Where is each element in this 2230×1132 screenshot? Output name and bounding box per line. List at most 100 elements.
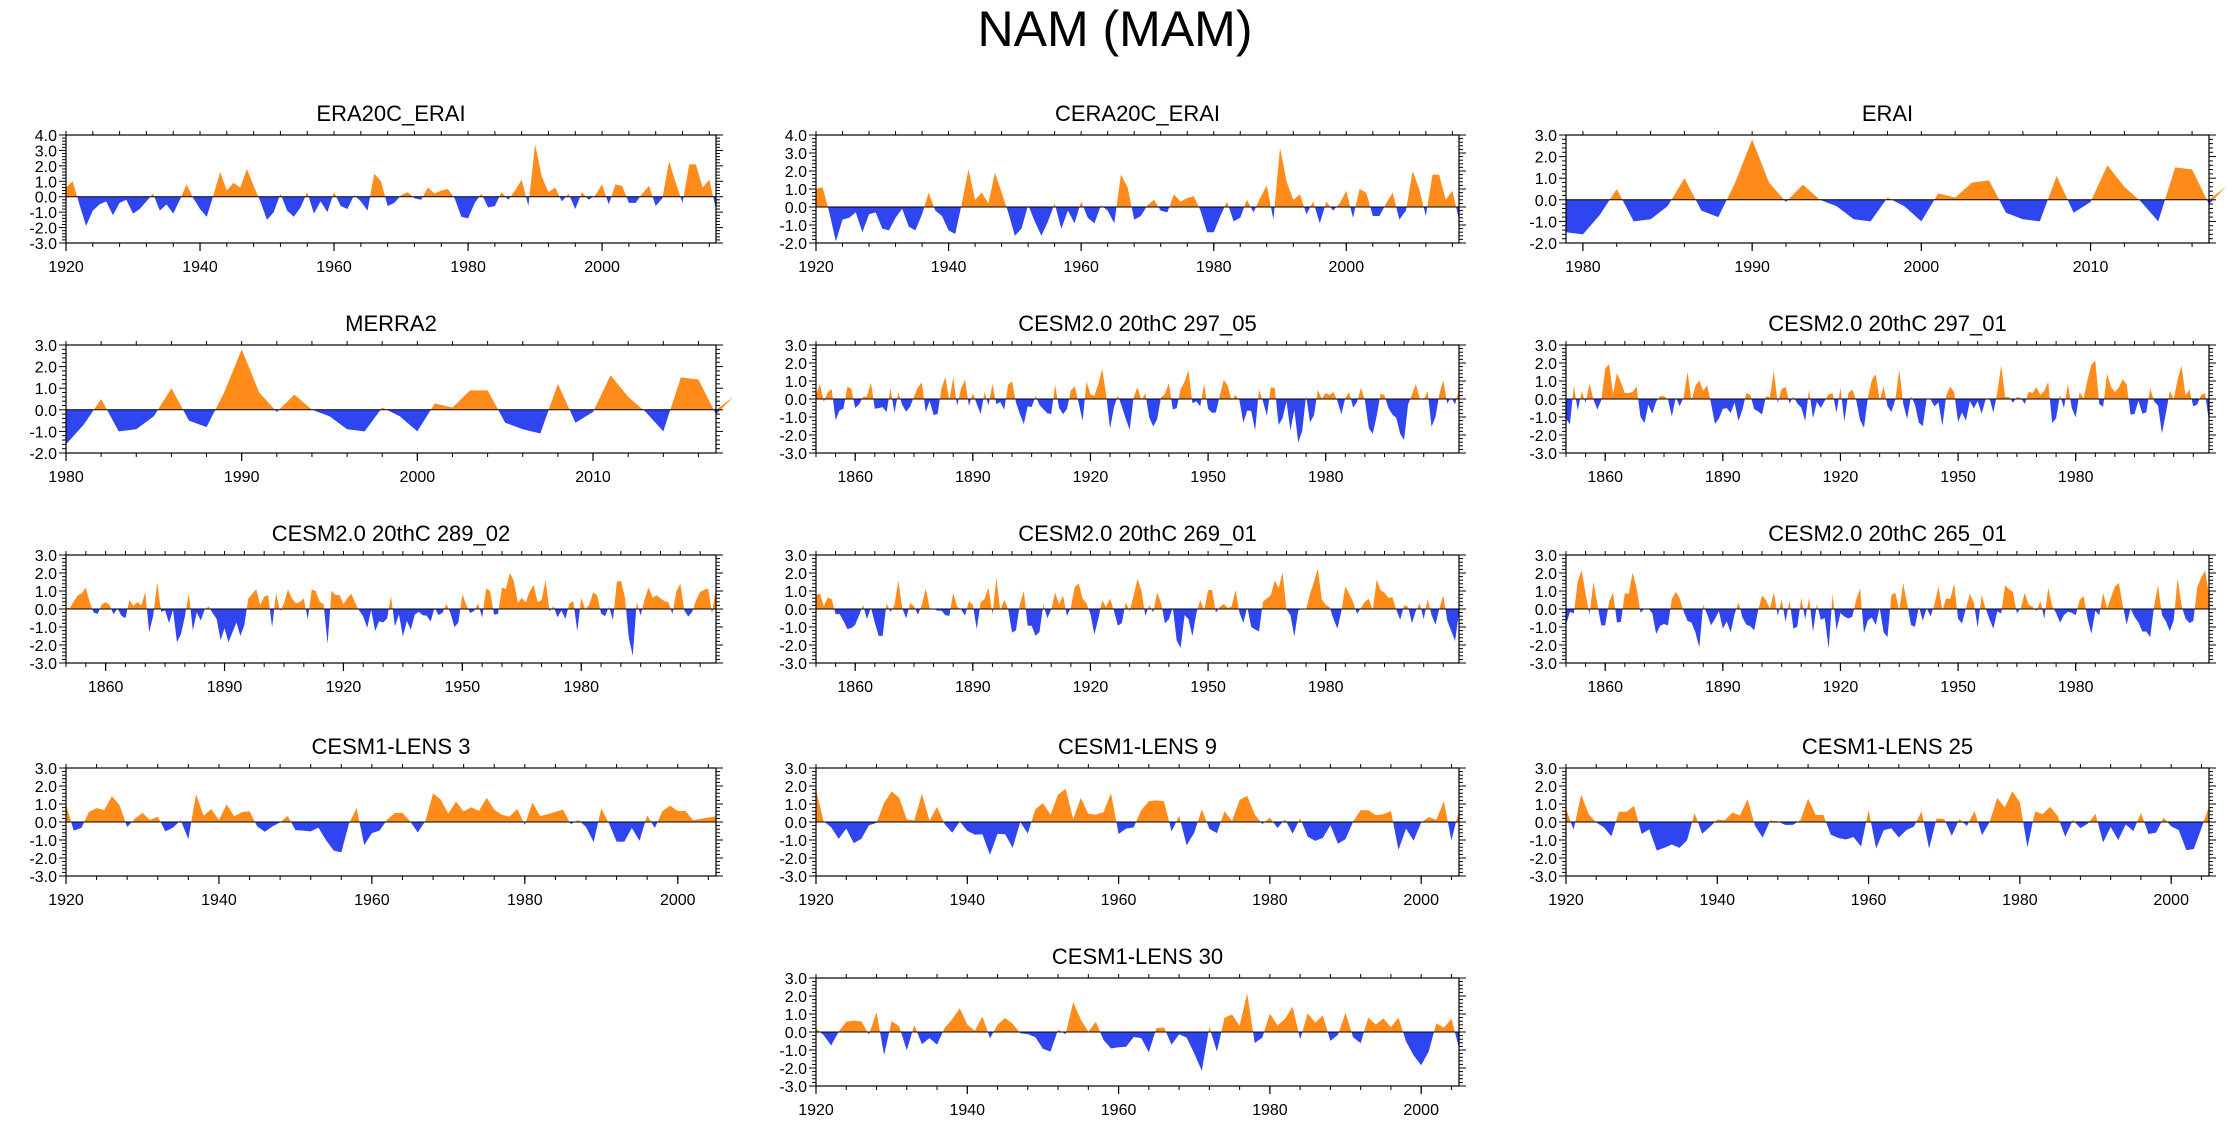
x-tick-label: 1920: [48, 259, 84, 276]
y-tick-label: 0.0: [785, 815, 807, 832]
y-tick-label: 3.0: [785, 338, 807, 355]
x-tick-label: 2000: [1403, 892, 1439, 909]
x-tick-label: 2000: [1904, 259, 1940, 276]
y-tick-label: 1.0: [785, 374, 807, 391]
negative-area: [816, 207, 1459, 242]
x-tick-label: 1890: [955, 469, 991, 486]
x-tick-label: 1890: [1705, 469, 1741, 486]
chart-panel: CESM2.0 20thC 265_01 3.02.01.00.0-1.0-2.0…: [1529, 521, 2216, 696]
x-tick-label: 1990: [224, 469, 260, 486]
x-tick-label: 1980: [1565, 259, 1601, 276]
x-tick-label: 1980: [2002, 892, 2038, 909]
y-tick-label: 2.0: [1535, 356, 1557, 373]
x-tick-label: 2000: [660, 892, 696, 909]
y-tick-label: 2.0: [35, 159, 57, 176]
y-tick-label: 1.0: [785, 182, 807, 199]
x-tick-label: 1860: [837, 679, 873, 696]
y-tick-label: -3.0: [29, 869, 57, 886]
y-tick-label: 1.0: [35, 797, 57, 814]
chart-panel: CERA20C_ERAI 4.03.02.01.00.0-1.0-2.0 1920 1…: [779, 101, 1466, 276]
plot-frame: [65, 134, 717, 244]
y-tick-label: 2.0: [785, 989, 807, 1006]
x-tick-label: 1940: [182, 259, 218, 276]
positive-area: [66, 349, 734, 410]
y-tick-label: 2.0: [1535, 150, 1557, 167]
y-tick-label: -2.0: [779, 1061, 807, 1078]
x-tick-label: 1860: [1587, 679, 1623, 696]
negative-area: [1566, 609, 2209, 649]
panel-title: CESM2.0 20thC 297_01: [1768, 311, 2007, 336]
x-tick-label: 1990: [1734, 259, 1770, 276]
x-tick-label: 1950: [1190, 679, 1226, 696]
panel-title: CESM2.0 20thC 289_02: [272, 521, 511, 546]
x-tick-label: 1920: [1823, 469, 1859, 486]
y-tick-label: -2.0: [29, 221, 57, 238]
positive-area: [1566, 791, 2209, 822]
y-tick-label: -2.0: [779, 851, 807, 868]
x-tick-label: 1950: [1940, 679, 1976, 696]
chart-panel: CESM1-LENS 3 3.02.01.00.0-1.0-2.0-3.0 1920…: [29, 734, 723, 909]
x-tick-label: 1960: [354, 892, 390, 909]
x-tick-label: 2010: [575, 469, 611, 486]
panel-title: MERRA2: [345, 311, 437, 336]
x-tick-label: 1980: [1308, 469, 1344, 486]
panel-title: CERA20C_ERAI: [1055, 101, 1220, 126]
x-tick-label: 1980: [48, 469, 84, 486]
positive-area: [816, 147, 1459, 207]
y-tick-label: -2.0: [1529, 236, 1557, 253]
chart-panel: CESM1-LENS 25 3.02.01.00.0-1.0-2.0-3.0 192…: [1529, 734, 2216, 909]
chart-panel: CESM2.0 20thC 297_01 3.02.01.00.0-1.0-2.0…: [1529, 311, 2216, 486]
x-tick-label: 1940: [949, 892, 985, 909]
panel-title: CESM2.0 20thC 265_01: [1768, 521, 2007, 546]
y-tick-label: 0.0: [35, 403, 57, 420]
positive-area: [816, 993, 1459, 1032]
y-tick-label: -1.0: [779, 218, 807, 235]
positive-area: [66, 793, 716, 822]
y-tick-label: -1.0: [779, 410, 807, 427]
x-tick-label: 1960: [1851, 892, 1887, 909]
x-tick-label: 1890: [1705, 679, 1741, 696]
negative-area: [66, 409, 734, 445]
y-tick-label: 3.0: [1535, 128, 1557, 145]
y-tick-label: -1.0: [779, 1043, 807, 1060]
panel-title: ERA20C_ERAI: [316, 101, 465, 126]
y-tick-label: 3.0: [1535, 761, 1557, 778]
y-tick-label: 3.0: [1535, 338, 1557, 355]
x-tick-label: 1980: [507, 892, 543, 909]
x-tick-label: 1920: [1548, 892, 1584, 909]
y-tick-label: 0.0: [785, 1025, 807, 1042]
positive-area: [1566, 360, 2209, 399]
y-tick-label: 2.0: [35, 566, 57, 583]
x-tick-label: 2000: [400, 469, 436, 486]
negative-area: [816, 822, 1459, 855]
panel-title: CESM1-LENS 3: [312, 734, 471, 759]
x-tick-label: 1950: [1190, 469, 1226, 486]
y-tick-label: 0.0: [785, 602, 807, 619]
y-tick-label: 3.0: [35, 761, 57, 778]
x-tick-label: 1980: [2058, 679, 2094, 696]
x-tick-label: 1920: [798, 1102, 834, 1119]
y-tick-label: -1.0: [1529, 214, 1557, 231]
chart-panel: ERAI 3.0 2.0 1.0 0.0 -1.0 -2.0 1980 1990 2000 2010: [1529, 101, 2226, 276]
y-tick-label: 3.0: [1535, 548, 1557, 565]
y-tick-label: -2.0: [779, 428, 807, 445]
y-tick-label: 2.0: [785, 164, 807, 181]
y-tick-label: -3.0: [1529, 446, 1557, 463]
x-tick-label: 1920: [1073, 679, 1109, 696]
y-tick-label: 3.0: [35, 548, 57, 565]
chart-panel: CESM1-LENS 30 3.02.01.00.0-1.0-2.0-3.0 192…: [779, 944, 1466, 1119]
y-tick-label: -1.0: [779, 620, 807, 637]
x-tick-label: 1980: [1308, 679, 1344, 696]
y-tick-label: -1.0: [29, 424, 57, 441]
x-tick-label: 1890: [207, 679, 243, 696]
chart-panel: CESM1-LENS 9 3.02.01.00.0-1.0-2.0-3.0 1920…: [779, 734, 1466, 909]
y-tick-label: 0.0: [35, 602, 57, 619]
y-tick-label: -1.0: [1529, 410, 1557, 427]
panel-title: ERAI: [1862, 101, 1913, 126]
y-tick-label: -3.0: [29, 236, 57, 253]
y-tick-label: -2.0: [1529, 851, 1557, 868]
x-tick-label: 1860: [88, 679, 124, 696]
y-tick-label: 1.0: [35, 381, 57, 398]
x-tick-label: 1940: [1699, 892, 1735, 909]
